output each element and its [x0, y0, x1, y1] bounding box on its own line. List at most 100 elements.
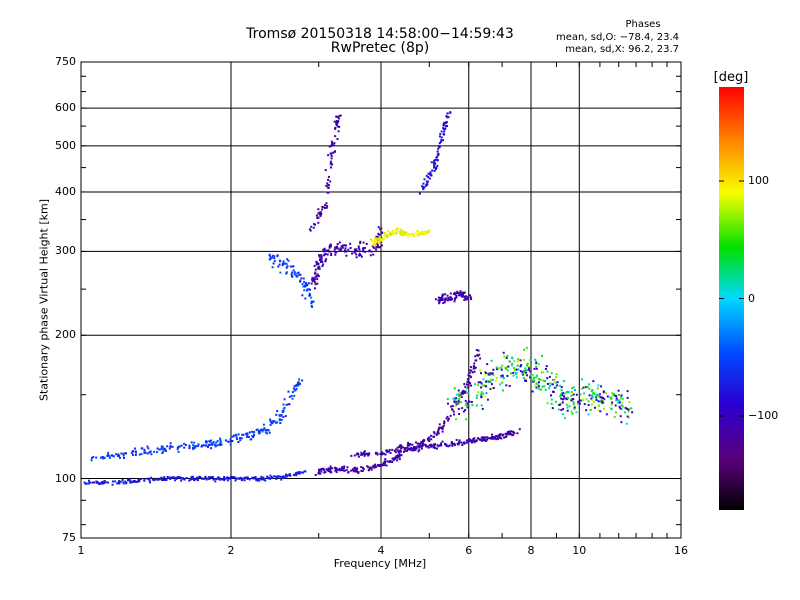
data-point: [537, 381, 540, 384]
data-point: [395, 448, 398, 451]
data-point: [425, 183, 428, 186]
data-point: [329, 245, 332, 248]
data-point: [470, 369, 473, 372]
data-point: [319, 261, 322, 264]
data-point: [490, 378, 493, 381]
data-point: [350, 454, 353, 457]
data-point: [319, 211, 322, 214]
data-point: [273, 255, 276, 258]
data-point: [361, 470, 364, 473]
data-point: [455, 397, 458, 400]
data-point: [453, 292, 456, 295]
data-point: [600, 396, 603, 399]
data-point: [237, 440, 240, 443]
data-point: [488, 373, 491, 376]
data-point: [147, 447, 150, 450]
data-point: [318, 470, 321, 473]
data-point: [432, 161, 435, 164]
data-point: [264, 479, 267, 482]
data-point: [455, 438, 458, 441]
data-point: [496, 435, 499, 438]
data-point: [401, 231, 404, 234]
data-point: [406, 235, 409, 238]
data-point: [462, 410, 465, 413]
data-point: [555, 376, 558, 379]
data-point: [587, 383, 590, 386]
data-point: [214, 480, 217, 483]
data-point: [122, 454, 125, 457]
data-point: [150, 453, 153, 456]
colorbar-tick-label: 100: [748, 174, 769, 187]
data-point: [310, 302, 313, 305]
data-point: [132, 450, 135, 453]
data-point: [338, 467, 341, 470]
data-point: [430, 174, 433, 177]
data-point: [525, 346, 528, 349]
data-point: [282, 403, 285, 406]
data-point: [319, 472, 322, 475]
data-point: [321, 208, 324, 211]
data-point: [124, 452, 127, 455]
data-point: [480, 404, 483, 407]
data-point: [418, 445, 421, 448]
data-point: [253, 430, 256, 433]
data-point: [396, 449, 399, 452]
data-point: [406, 232, 409, 235]
data-point: [510, 433, 513, 436]
data-point: [621, 405, 624, 408]
data-point: [143, 451, 146, 454]
data-point: [529, 370, 532, 373]
data-point: [465, 441, 468, 444]
data-point: [355, 467, 358, 470]
data-point: [523, 370, 526, 373]
data-point: [128, 477, 131, 480]
data-point: [167, 477, 170, 480]
data-point: [423, 178, 426, 181]
data-point: [316, 261, 319, 264]
data-point: [258, 479, 261, 482]
data-point: [411, 443, 414, 446]
data-point: [619, 415, 622, 418]
data-point: [282, 415, 285, 418]
data-point: [342, 467, 345, 470]
data-point: [190, 476, 193, 479]
data-point: [436, 150, 439, 153]
data-point: [160, 477, 163, 480]
data-point: [598, 393, 601, 396]
data-point: [535, 362, 538, 365]
data-point: [427, 172, 430, 175]
data-point: [468, 371, 471, 374]
data-point: [501, 374, 504, 377]
data-point: [438, 135, 441, 138]
data-point: [232, 476, 235, 479]
data-point: [85, 482, 88, 485]
data-point: [610, 396, 613, 399]
data-point: [625, 407, 628, 410]
data-point: [132, 480, 135, 483]
data-point: [334, 135, 337, 138]
data-point: [523, 348, 526, 351]
data-point: [473, 362, 476, 365]
data-point: [194, 478, 197, 481]
data-point: [506, 432, 509, 435]
data-point: [270, 420, 273, 423]
data-point: [340, 248, 343, 251]
data-point: [517, 368, 520, 371]
data-point: [588, 387, 591, 390]
data-point: [180, 444, 183, 447]
data-point: [431, 169, 434, 172]
data-point: [108, 454, 111, 457]
data-point: [205, 444, 208, 447]
data-point: [419, 442, 422, 445]
data-point: [394, 231, 397, 234]
data-point: [278, 259, 281, 262]
data-point: [480, 386, 483, 389]
data-point: [483, 439, 486, 442]
data-point: [336, 247, 339, 250]
data-point: [245, 432, 248, 435]
data-point: [437, 296, 440, 299]
data-point: [570, 399, 573, 402]
data-point: [620, 421, 623, 424]
data-point: [436, 444, 439, 447]
data-point: [246, 477, 249, 480]
